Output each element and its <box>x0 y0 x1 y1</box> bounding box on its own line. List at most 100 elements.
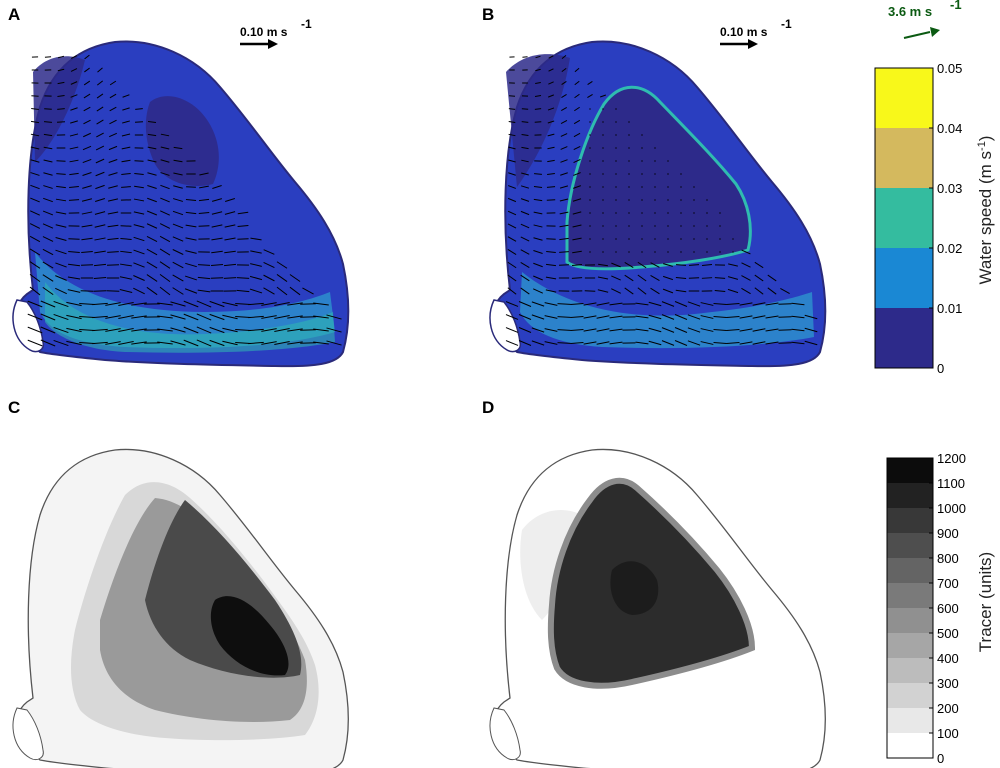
velocity-vector <box>146 210 158 216</box>
velocity-vector <box>133 275 145 281</box>
velocity-vector <box>159 248 171 256</box>
velocity-vector <box>611 262 621 268</box>
velocity-vector <box>70 68 78 72</box>
velocity-vector <box>42 210 54 216</box>
velocity-vector <box>94 211 106 215</box>
velocity-vector <box>121 133 131 137</box>
velocity-vector <box>739 341 753 345</box>
velocity-vector <box>521 159 529 163</box>
velocity-vector <box>561 93 567 99</box>
velocity-vector <box>534 173 542 175</box>
velocity-vector <box>131 302 147 306</box>
tracer-colorbar-tick-label: 0 <box>937 751 944 766</box>
velocity-vector <box>804 327 818 333</box>
velocity-vector <box>597 263 609 267</box>
velocity-vector <box>121 186 131 188</box>
tracer-colorbar-segment <box>887 508 933 533</box>
speed-colorbar-segment <box>875 68 933 128</box>
velocity-vector <box>714 277 726 279</box>
velocity-vector <box>97 67 103 73</box>
tracer-colorbar-segment <box>887 708 933 733</box>
velocity-vector <box>79 342 95 344</box>
velocity-vector <box>765 315 779 319</box>
velocity-vector <box>583 315 597 319</box>
velocity-vector <box>81 211 93 215</box>
velocity-vector <box>289 274 301 282</box>
velocity-vector <box>210 264 224 266</box>
velocity-vector <box>752 341 766 345</box>
velocity-vector <box>609 302 623 306</box>
velocity-vector <box>597 289 609 293</box>
velocity-vector <box>56 185 66 189</box>
velocity-vector <box>520 287 530 295</box>
scale-arrow-b: 0.10 m s -1 <box>720 17 792 49</box>
velocity-vector <box>572 237 582 241</box>
velocity-vector <box>44 56 52 58</box>
tracer-colorbar-tick-label: 800 <box>937 551 959 566</box>
velocity-vector <box>147 121 157 123</box>
velocity-vector <box>197 276 211 280</box>
velocity-vector <box>133 211 145 215</box>
velocity-vector <box>79 303 95 305</box>
velocity-vector <box>93 277 107 279</box>
velocity-vector <box>661 301 675 307</box>
velocity-vector <box>274 327 290 333</box>
velocity-vector <box>765 341 779 345</box>
velocity-vector <box>212 184 222 190</box>
velocity-vector <box>172 261 184 269</box>
svg-text:0.10 m s: 0.10 m s <box>720 25 768 39</box>
velocity-vector <box>624 261 634 269</box>
velocity-vector <box>81 198 93 202</box>
velocity-vector <box>185 224 197 228</box>
velocity-vector <box>42 274 54 282</box>
svg-text:-1: -1 <box>301 17 312 31</box>
tracer-colorbar-segment <box>887 633 933 658</box>
velocity-vector <box>675 264 687 266</box>
velocity-vector <box>739 315 753 319</box>
velocity-vector <box>236 277 250 279</box>
tracer-colorbar-tick-label: 1000 <box>937 501 966 516</box>
velocity-vector <box>160 146 170 150</box>
velocity-vector <box>765 302 779 306</box>
velocity-vector <box>507 197 517 203</box>
velocity-vector <box>287 328 303 332</box>
velocity-vector <box>96 80 104 86</box>
velocity-vector <box>71 55 77 59</box>
velocity-vector <box>531 314 545 320</box>
velocity-vector <box>248 328 264 332</box>
svg-text:0.10 m s: 0.10 m s <box>240 25 288 39</box>
velocity-vector <box>118 327 134 333</box>
velocity-vector <box>172 274 184 282</box>
velocity-vector <box>531 340 545 346</box>
velocity-vector <box>663 263 673 267</box>
velocity-vector <box>548 81 554 85</box>
velocity-vector <box>574 106 580 112</box>
tracer-colorbar-segment <box>887 483 933 508</box>
velocity-vector <box>674 340 688 346</box>
velocity-vector <box>548 68 554 72</box>
velocity-vector <box>261 315 277 319</box>
velocity-vector <box>95 171 105 177</box>
velocity-vector <box>533 211 543 215</box>
velocity-vector <box>687 314 701 320</box>
velocity-vector <box>146 223 158 229</box>
velocity-vector <box>701 264 713 266</box>
velocity-vector <box>237 211 249 215</box>
velocity-vector <box>263 274 275 282</box>
velocity-vector <box>118 314 134 320</box>
velocity-vector <box>535 81 541 85</box>
velocity-vector <box>146 236 158 242</box>
speed-colorbar-segment <box>875 248 933 308</box>
velocity-vector <box>94 224 106 228</box>
velocity-vector <box>31 95 39 97</box>
panel-c <box>12 448 349 768</box>
velocity-vector <box>547 146 555 150</box>
velocity-vector <box>570 315 584 319</box>
velocity-vector <box>687 340 701 346</box>
velocity-vector <box>547 133 555 137</box>
velocity-vector <box>68 250 80 254</box>
velocity-vector <box>570 341 584 345</box>
svg-text:-1: -1 <box>950 0 962 12</box>
panel-b <box>489 40 827 368</box>
